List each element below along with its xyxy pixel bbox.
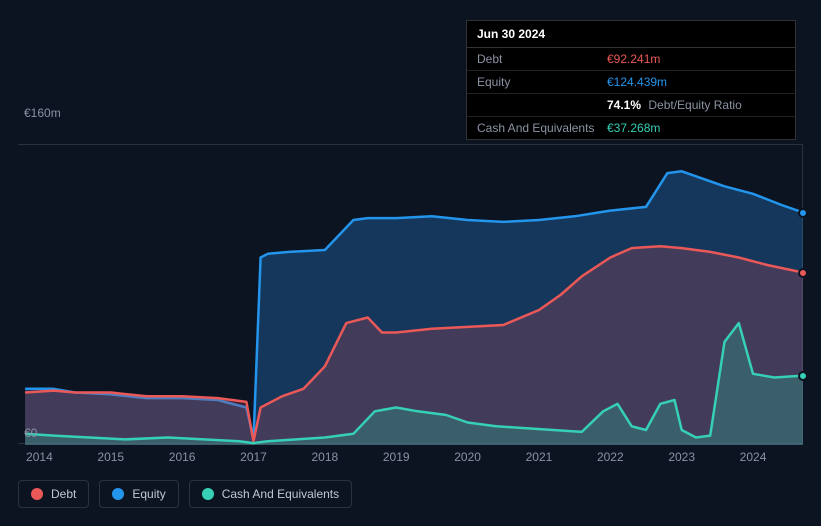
- legend-label: Equity: [132, 487, 165, 501]
- x-tick: 2016: [169, 450, 196, 464]
- legend-swatch: [112, 488, 124, 500]
- tooltip-value: €37.268m: [607, 121, 660, 135]
- legend-item-equity[interactable]: Equity: [99, 480, 178, 508]
- y-axis-label-bottom: €0: [24, 426, 37, 440]
- tooltip-row: Equity€124.439m: [467, 71, 795, 94]
- x-tick: 2018: [312, 450, 339, 464]
- x-tick: 2019: [383, 450, 410, 464]
- tooltip-date: Jun 30 2024: [467, 21, 795, 48]
- tooltip-label: Debt: [477, 52, 607, 66]
- x-tick: 2017: [240, 450, 267, 464]
- tooltip-row: Cash And Equivalents€37.268m: [467, 117, 795, 139]
- chart-tooltip: Jun 30 2024Debt€92.241mEquity€124.439m74…: [466, 20, 796, 140]
- legend-label: Debt: [51, 487, 76, 501]
- x-tick: 2024: [740, 450, 767, 464]
- legend-swatch: [31, 488, 43, 500]
- plot-area[interactable]: [18, 144, 803, 444]
- x-tick: 2014: [26, 450, 53, 464]
- tooltip-label: [477, 98, 607, 112]
- legend-label: Cash And Equivalents: [222, 487, 339, 501]
- tooltip-row: 74.1% Debt/Equity Ratio: [467, 94, 795, 117]
- series-end-marker: [798, 268, 808, 278]
- y-axis-label-top: €160m: [24, 106, 61, 120]
- tooltip-value: €92.241m: [607, 52, 660, 66]
- legend-item-cash-and-equivalents[interactable]: Cash And Equivalents: [189, 480, 352, 508]
- tooltip-row: Debt€92.241m: [467, 48, 795, 71]
- x-tick: 2015: [97, 450, 124, 464]
- x-tick: 2020: [454, 450, 481, 464]
- tooltip-label: Cash And Equivalents: [477, 121, 607, 135]
- series-end-marker: [798, 371, 808, 381]
- tooltip-label: Equity: [477, 75, 607, 89]
- legend-item-debt[interactable]: Debt: [18, 480, 89, 508]
- series-end-marker: [798, 208, 808, 218]
- tooltip-value: €124.439m: [607, 75, 667, 89]
- series-cash-and-equivalents: [18, 145, 803, 445]
- tooltip-value: 74.1% Debt/Equity Ratio: [607, 98, 742, 112]
- chart-legend: Debt Equity Cash And Equivalents: [18, 480, 352, 508]
- legend-swatch: [202, 488, 214, 500]
- x-tick: 2022: [597, 450, 624, 464]
- x-axis: 2014 2015 2016 2017 2018 2019 2020 2021 2022 2023…: [18, 450, 803, 470]
- x-tick: 2023: [668, 450, 695, 464]
- x-tick: 2021: [526, 450, 553, 464]
